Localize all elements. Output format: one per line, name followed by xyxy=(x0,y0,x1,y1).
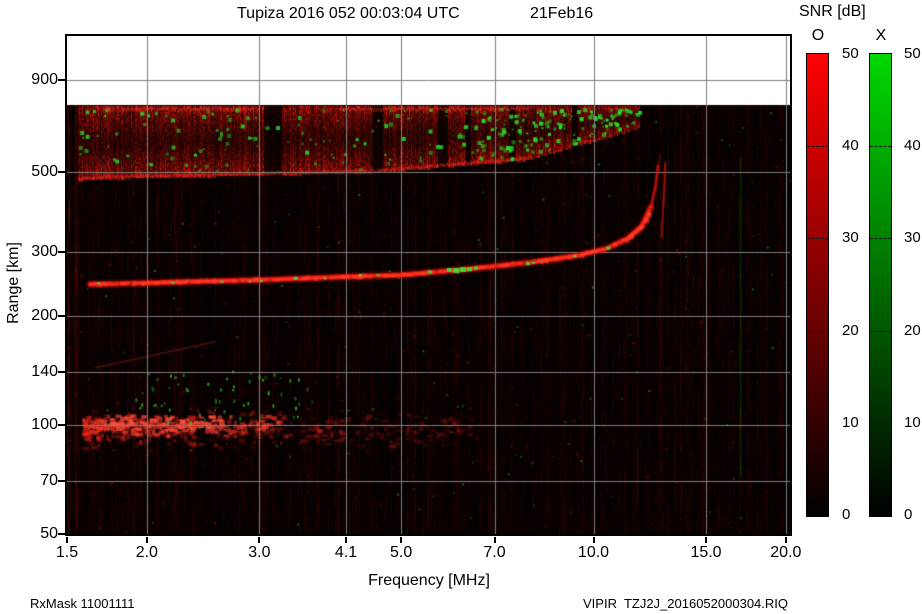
x-tick-mark xyxy=(345,537,348,543)
y-tick-label: 500 xyxy=(31,163,58,181)
rx-mask-text: RxMask 11001111 xyxy=(30,596,135,611)
o-mode-colorbar xyxy=(806,53,829,517)
x-tick-label: 2.0 xyxy=(135,544,158,561)
x-colorbar-tick-dash xyxy=(870,146,891,148)
x-tick-label: 4.1 xyxy=(334,544,358,561)
x-tick-label: 15.0 xyxy=(690,544,722,561)
o-colorbar-tick-dash xyxy=(807,146,828,148)
y-tick-label: 70 xyxy=(40,472,58,490)
x-colorbar-tick-label: 0 xyxy=(904,506,913,523)
x-colorbar-tick-label: 10 xyxy=(904,413,921,431)
x-mode-label: X xyxy=(875,27,887,44)
page-date: 21Feb16 xyxy=(530,5,594,22)
x-tick-mark xyxy=(784,537,787,543)
o-colorbar-tick-dash xyxy=(807,422,828,424)
y-tick-label: 300 xyxy=(31,243,58,261)
page-title: Tupiza 2016 052 00:03:04 UTC xyxy=(237,5,460,22)
x-tick-label: 7.0 xyxy=(483,544,506,561)
x-tick-mark xyxy=(258,537,261,543)
x-colorbar-tick-label: 50 xyxy=(904,45,921,62)
o-colorbar-tick-dash xyxy=(807,238,828,240)
x-tick-label: 1.5 xyxy=(55,544,79,561)
x-tick-mark xyxy=(493,537,496,543)
y-tick-mark xyxy=(58,371,65,374)
x-tick-mark xyxy=(592,537,595,543)
x-colorbar-tick-dash xyxy=(870,238,891,240)
y-tick-mark xyxy=(58,424,65,427)
x-mode-colorbar xyxy=(869,53,892,517)
y-tick-mark xyxy=(58,78,65,81)
y-tick-label: 200 xyxy=(31,307,58,325)
o-colorbar-tick-dash xyxy=(807,330,828,332)
y-tick-mark xyxy=(58,171,65,174)
x-tick-mark xyxy=(400,537,403,543)
y-tick-mark xyxy=(58,533,65,535)
x-tick-mark xyxy=(705,537,708,543)
y-tick-mark xyxy=(58,251,65,254)
ionogram-plot xyxy=(67,36,790,534)
y-tick-label: 900 xyxy=(31,70,58,88)
o-colorbar-tick-label: 20 xyxy=(842,321,859,339)
plot-frame xyxy=(65,34,792,536)
x-colorbar-tick-label: 40 xyxy=(904,137,921,155)
x-tick-label: 10.0 xyxy=(577,544,610,561)
y-tick-label: 140 xyxy=(31,363,58,381)
source-file-text: VIPIR TZJ2J_2016052000304.RIQ xyxy=(583,596,788,611)
x-axis-label: Frequency [MHz] xyxy=(368,572,490,589)
y-tick-mark xyxy=(58,315,65,318)
y-tick-label: 50 xyxy=(40,525,58,542)
x-colorbar-tick-label: 20 xyxy=(904,321,921,339)
x-colorbar-tick-dash xyxy=(870,422,891,424)
x-colorbar-tick-label: 30 xyxy=(904,229,921,247)
o-colorbar-tick-label: 0 xyxy=(842,506,851,523)
o-colorbar-tick-label: 10 xyxy=(842,413,859,431)
snr-colorbar-title: SNR [dB] xyxy=(799,3,866,20)
y-tick-mark xyxy=(58,480,65,483)
y-tick-label: 100 xyxy=(31,416,58,434)
x-tick-label: 20.0 xyxy=(770,544,802,561)
x-tick-label: 5.0 xyxy=(390,544,413,561)
x-tick-label: 3.0 xyxy=(248,544,271,561)
o-colorbar-tick-label: 30 xyxy=(842,229,859,247)
x-tick-mark xyxy=(145,537,148,543)
x-tick-mark xyxy=(66,537,68,543)
o-colorbar-tick-label: 50 xyxy=(842,45,859,62)
o-colorbar-tick-label: 40 xyxy=(842,137,859,155)
x-colorbar-tick-dash xyxy=(870,330,891,332)
o-mode-label: O xyxy=(811,27,825,44)
